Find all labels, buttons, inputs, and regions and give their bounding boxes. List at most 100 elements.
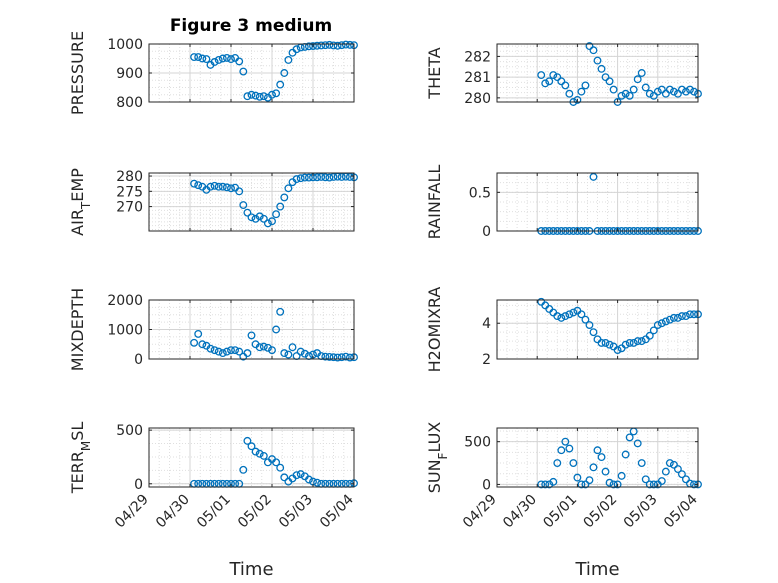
y-tick-label: 0.5 xyxy=(469,185,491,201)
data-point xyxy=(557,446,566,455)
chart-panel-8: 0 500 04/29 04/30 05/01 05/02 05/03 05/04 SUNFLU… xyxy=(425,422,702,580)
data-point xyxy=(276,463,285,472)
y-tick-label: 2 xyxy=(482,352,491,368)
y-tick-label: 282 xyxy=(464,49,491,65)
y-tick-label: 275 xyxy=(116,184,143,200)
data-point xyxy=(637,69,646,77)
y-axis-label: TERRMSL xyxy=(68,422,93,495)
data-point xyxy=(284,56,293,64)
y-tick-label: 4 xyxy=(482,316,491,332)
data-point xyxy=(565,310,574,319)
x-axis-label: Time xyxy=(574,559,619,580)
data-point xyxy=(601,338,610,347)
data-point xyxy=(609,85,618,94)
y-tick-label: 900 xyxy=(116,66,143,82)
data-point xyxy=(581,81,590,90)
data-point xyxy=(251,447,260,456)
figure-title: Figure 3 medium xyxy=(170,16,332,36)
data-point xyxy=(337,41,346,50)
y-axis-label: RAINFALL xyxy=(425,165,444,240)
data-point xyxy=(589,328,598,337)
data-point xyxy=(541,480,550,489)
x-tick-label: 04/29 xyxy=(460,492,500,532)
data-point xyxy=(304,173,313,182)
x-tick-label: 05/04 xyxy=(317,491,357,531)
data-point xyxy=(300,173,309,182)
data-point xyxy=(686,310,694,319)
data-point xyxy=(214,182,223,191)
y-axis-label: MIXDEPTH xyxy=(68,288,87,371)
data-point xyxy=(569,459,578,468)
data-point xyxy=(661,317,670,326)
data-point xyxy=(585,476,594,485)
data-point xyxy=(210,181,219,190)
data-point xyxy=(597,338,606,347)
chart-panel-1: 800 900 1000 PRESSURE xyxy=(68,31,358,115)
data-point xyxy=(565,444,574,453)
y-tick-label: 0 xyxy=(482,477,491,493)
data-point xyxy=(313,173,322,182)
y-tick-label: 0 xyxy=(134,352,143,368)
data-point xyxy=(268,217,276,226)
data-point xyxy=(259,92,268,101)
data-point xyxy=(577,87,586,96)
x-tick-label: 04/30 xyxy=(153,492,193,532)
data-point xyxy=(292,175,301,184)
y-tick-label: 2000 xyxy=(107,293,143,309)
y-tick-label: 1000 xyxy=(107,37,143,53)
data-point xyxy=(276,202,285,211)
data-point xyxy=(545,77,554,86)
data-point xyxy=(194,53,203,61)
major-grid xyxy=(497,428,698,487)
data-point xyxy=(573,95,582,104)
data-point xyxy=(239,67,248,76)
data-point xyxy=(227,184,235,193)
data-point xyxy=(553,459,562,468)
data-point xyxy=(665,459,674,468)
data-point xyxy=(288,343,297,352)
data-point xyxy=(601,73,610,82)
data-point xyxy=(227,55,235,64)
y-axis-label: THETA xyxy=(425,47,444,99)
data-point xyxy=(669,313,678,322)
series-markers xyxy=(190,172,358,228)
data-point xyxy=(337,353,346,362)
data-point xyxy=(280,349,289,358)
data-point xyxy=(657,319,666,328)
data-point xyxy=(633,337,642,346)
data-point xyxy=(214,56,223,64)
data-point xyxy=(304,475,313,484)
data-point xyxy=(239,201,248,210)
data-point xyxy=(255,449,264,458)
data-point xyxy=(345,173,354,181)
data-point xyxy=(251,91,260,100)
data-point xyxy=(235,57,244,66)
data-point xyxy=(657,477,666,485)
data-point xyxy=(292,45,301,54)
data-point xyxy=(665,315,674,324)
data-point xyxy=(341,40,350,49)
data-point xyxy=(633,75,642,84)
chart-panel-2: 280 281 282 THETA xyxy=(425,42,702,107)
data-point xyxy=(613,346,622,355)
series-markers xyxy=(537,297,702,355)
data-point xyxy=(263,343,272,352)
data-point xyxy=(190,338,199,347)
data-point xyxy=(235,187,244,196)
data-point xyxy=(681,312,690,321)
data-point xyxy=(194,329,203,338)
data-point xyxy=(317,173,326,181)
data-point xyxy=(247,331,256,340)
data-point xyxy=(549,71,558,80)
data-point xyxy=(545,480,554,489)
data-point xyxy=(665,85,674,94)
data-point xyxy=(313,41,322,50)
data-point xyxy=(341,352,350,361)
data-point xyxy=(247,442,256,451)
data-point xyxy=(681,475,690,484)
data-point xyxy=(661,467,670,476)
data-point xyxy=(321,352,330,361)
y-tick-label: 0 xyxy=(134,477,143,493)
x-axis-label: Time xyxy=(228,559,273,580)
data-point xyxy=(345,353,354,362)
